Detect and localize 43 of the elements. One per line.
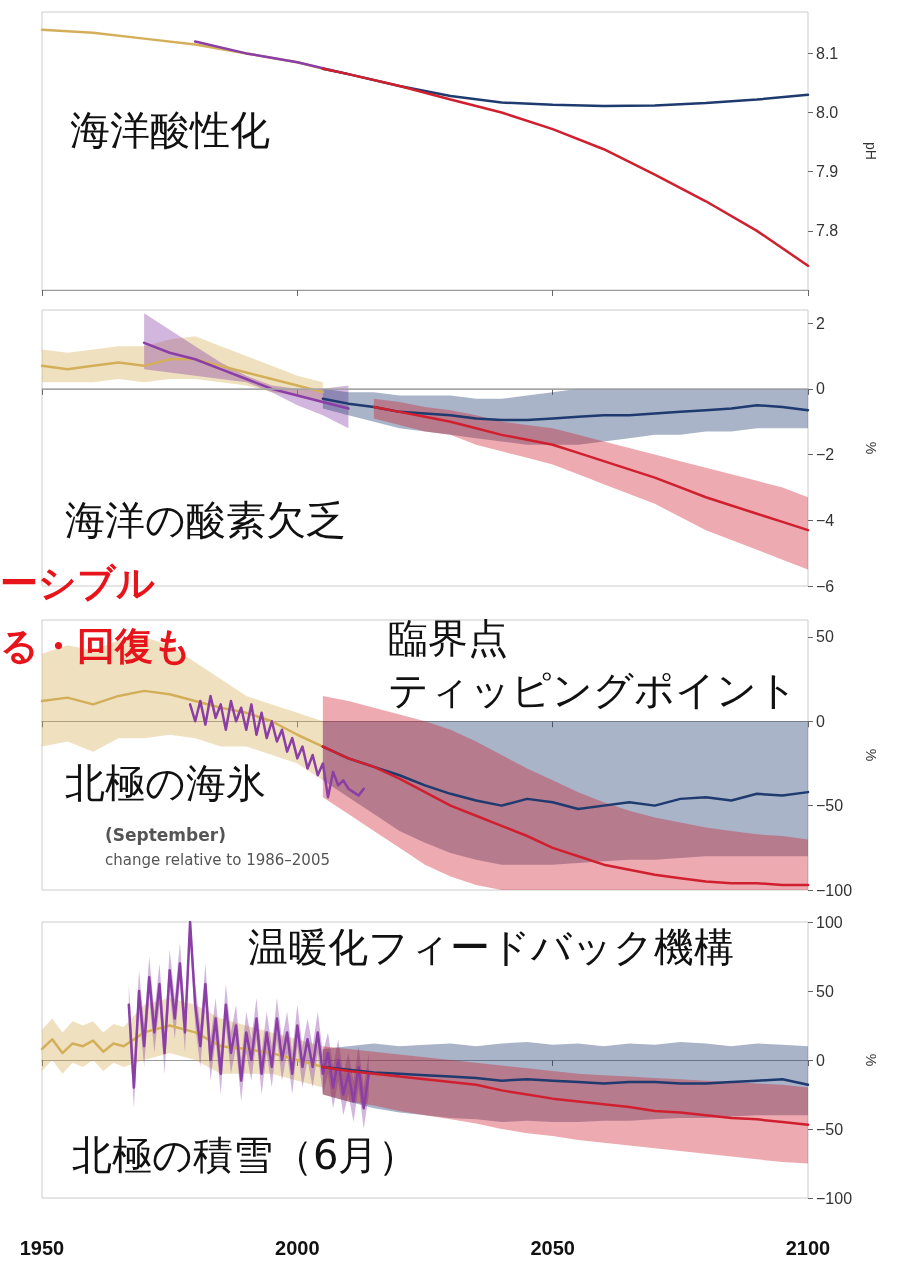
y-tick-label: −100 (816, 881, 853, 899)
annotation: ティッピングポイント (388, 667, 798, 713)
y-tick-label: −4 (816, 511, 835, 529)
y-tick-label: 8.1 (816, 44, 839, 62)
y-tick-label: 7.8 (816, 222, 839, 240)
line-series (321, 67, 810, 267)
x-tick-label: 2100 (785, 1237, 831, 1259)
y-axis-title: % (863, 441, 879, 455)
annotation: change relative to 1986–2005 (105, 851, 330, 869)
y-tick-label: −50 (816, 797, 844, 815)
x-tick-label: 2000 (275, 1237, 320, 1259)
annotation: 北極の積雪（6月） (72, 1132, 419, 1178)
line-series (372, 405, 810, 532)
y-tick-label: 7.9 (816, 163, 839, 181)
y-tick-label: −6 (816, 577, 835, 595)
y-tick-label: 0 (816, 1051, 825, 1069)
line-series (40, 358, 325, 394)
annotation: 臨界点 (388, 615, 508, 661)
y-tick-label: 0 (816, 712, 825, 730)
annotation: 北極の海氷 (65, 760, 266, 806)
y-tick-label: 100 (816, 913, 843, 931)
y-tick-label: 50 (816, 982, 834, 1000)
x-tick-label: 1950 (19, 1237, 65, 1259)
y-tick-label: −100 (816, 1189, 853, 1207)
annotation: る・回復も (0, 624, 192, 668)
line-series (321, 1065, 810, 1127)
y-axis-title: pH (863, 142, 879, 160)
annotation: 海洋の酸素欠乏 (65, 497, 346, 543)
y-tick-label: 0 (816, 380, 825, 398)
line-series (142, 341, 350, 410)
y-tick-label: −2 (816, 446, 835, 464)
x-tick-label: 2050 (530, 1237, 575, 1259)
y-tick-label: 50 (816, 628, 834, 646)
y-tick-label: 2 (816, 314, 825, 332)
annotation: ーシブル (0, 561, 155, 605)
annotation: (September) (105, 825, 226, 845)
line-series (321, 397, 810, 422)
y-tick-label: 8.0 (816, 104, 839, 122)
annotation: 海洋酸性化 (70, 107, 270, 153)
annotation: 温暖化フィードバック機構 (248, 924, 734, 970)
y-axis-title: % (863, 1053, 879, 1067)
y-axis-title: % (863, 748, 879, 762)
y-tick-label: −50 (816, 1120, 844, 1138)
